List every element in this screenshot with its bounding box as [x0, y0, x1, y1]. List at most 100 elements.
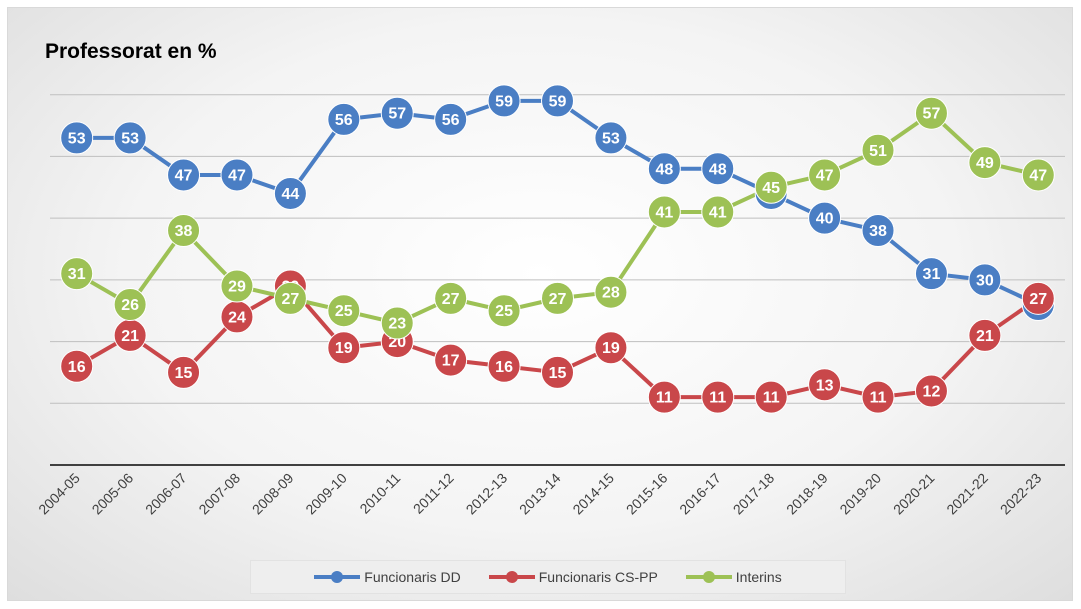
x-tick-label: 2006-07	[142, 470, 190, 518]
x-tick-label: 2014-15	[569, 470, 617, 518]
data-point	[167, 355, 201, 389]
data-label: 56	[335, 112, 353, 129]
data-label: 45	[762, 180, 780, 197]
data-label: 21	[121, 328, 139, 345]
data-point	[113, 121, 147, 155]
data-label: 59	[549, 93, 567, 110]
data-point	[380, 306, 414, 340]
x-tick-label: 2015-16	[623, 470, 671, 518]
data-point	[487, 84, 521, 118]
x-tick-label: 2020-21	[890, 470, 938, 518]
data-point	[861, 213, 895, 247]
data-label: 49	[976, 155, 994, 172]
data-point	[594, 331, 628, 365]
data-point	[968, 263, 1002, 297]
chart-legend: Funcionaris DD Funcionaris CS-PP Interins	[250, 560, 846, 594]
data-point	[380, 96, 414, 130]
data-label: 30	[976, 272, 994, 289]
data-point	[60, 349, 94, 383]
legend-label: Funcionaris CS-PP	[538, 569, 658, 585]
data-label: 47	[228, 167, 246, 184]
data-label: 13	[816, 377, 834, 394]
data-point	[434, 102, 468, 136]
data-point	[861, 133, 895, 167]
data-label: 47	[1029, 167, 1047, 184]
data-point	[220, 269, 254, 303]
data-label: 48	[709, 161, 727, 178]
data-label: 47	[816, 167, 834, 184]
data-point	[327, 294, 361, 328]
data-point	[487, 294, 521, 328]
x-tick-label: 2005-06	[89, 470, 137, 518]
data-label: 11	[870, 390, 887, 407]
data-point	[754, 170, 788, 204]
legend-swatch	[488, 571, 535, 583]
data-point	[861, 380, 895, 414]
data-point	[594, 121, 628, 155]
legend-swatch	[314, 571, 361, 583]
data-point	[754, 380, 788, 414]
data-label: 53	[121, 130, 139, 147]
data-point	[914, 96, 948, 130]
data-point	[594, 275, 628, 309]
data-point	[808, 368, 842, 402]
data-label: 19	[335, 340, 353, 357]
legend-entry: Funcionaris CS-PP	[488, 569, 658, 585]
data-label: 15	[549, 365, 567, 382]
data-label: 57	[923, 106, 941, 123]
data-label: 23	[388, 316, 406, 333]
x-tick-label: 2009-10	[302, 470, 350, 518]
data-point	[1021, 158, 1055, 192]
data-point	[701, 195, 735, 229]
data-point	[60, 257, 94, 291]
data-point	[327, 102, 361, 136]
data-label: 38	[175, 223, 193, 240]
data-point	[220, 158, 254, 192]
data-point	[701, 380, 735, 414]
data-label: 51	[869, 143, 887, 160]
data-label: 25	[495, 303, 513, 320]
legend-label: Funcionaris DD	[364, 569, 461, 585]
x-tick-label: 2011-12	[410, 470, 457, 517]
data-label: 40	[816, 211, 834, 228]
data-label: 53	[68, 130, 86, 147]
data-point	[701, 152, 735, 186]
data-label: 48	[655, 161, 673, 178]
x-tick-label: 2013-14	[516, 470, 564, 518]
data-point	[1021, 281, 1055, 315]
chart-title: Professorat en %	[45, 40, 217, 63]
data-point	[968, 146, 1002, 180]
data-point	[808, 158, 842, 192]
data-point	[541, 355, 574, 389]
data-label: 56	[442, 112, 460, 129]
data-label: 59	[495, 93, 513, 110]
data-point	[487, 349, 521, 383]
data-point	[167, 158, 201, 192]
data-label: 31	[68, 266, 86, 283]
data-point	[434, 343, 468, 377]
legend-label: Interins	[735, 569, 782, 585]
data-label: 24	[228, 309, 246, 326]
x-tick-label: 2019-20	[836, 470, 884, 518]
data-label: 26	[121, 297, 139, 314]
data-label: 47	[175, 167, 193, 184]
data-point	[167, 213, 201, 247]
data-label: 16	[495, 359, 513, 376]
data-point	[647, 380, 681, 414]
data-point	[273, 176, 307, 210]
data-label: 17	[442, 353, 460, 370]
data-label: 27	[281, 291, 299, 308]
data-label: 25	[335, 303, 353, 320]
data-point	[541, 84, 574, 118]
data-label: 29	[228, 279, 246, 296]
x-tick-label: 2004-05	[35, 470, 83, 518]
data-label: 19	[602, 340, 620, 357]
x-tick-label: 2010-11	[356, 470, 403, 517]
data-label: 44	[281, 186, 299, 203]
data-point	[434, 281, 468, 315]
data-point	[647, 152, 681, 186]
data-point	[808, 201, 842, 235]
data-point	[273, 281, 307, 315]
x-tick-label: 2017-18	[730, 470, 778, 518]
